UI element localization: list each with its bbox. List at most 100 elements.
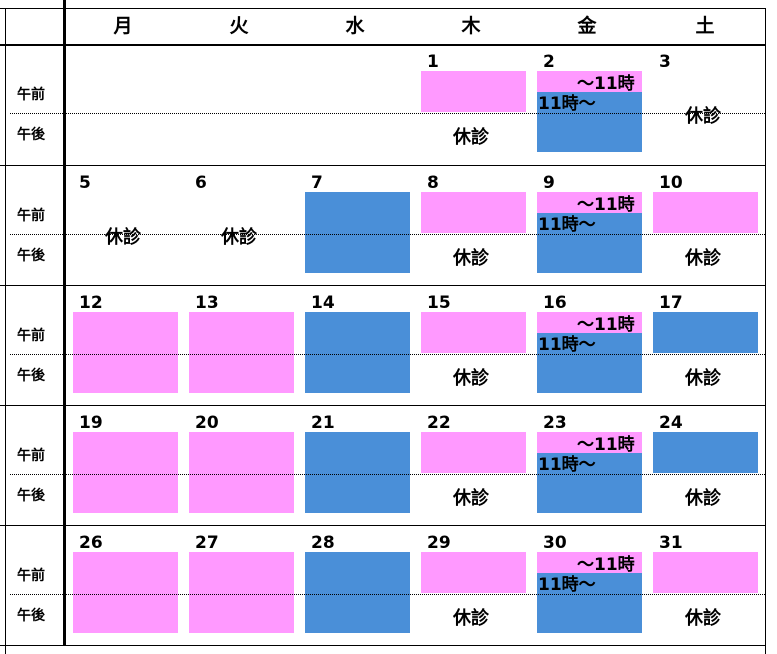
period-label-am: 午前 — [17, 568, 45, 584]
date-number: 9 — [543, 173, 555, 193]
am-slot-pink — [421, 312, 526, 353]
closed-label: 休診 — [105, 227, 141, 248]
grid-hline — [0, 44, 766, 46]
closed-label: 休診 — [685, 608, 721, 629]
closed-label: 休診 — [685, 488, 721, 509]
am-slot-pink — [653, 192, 758, 233]
closed-label: 休診 — [453, 368, 489, 389]
am-slot-pink — [537, 312, 642, 333]
pm-slot-blue — [537, 333, 642, 393]
date-number: 23 — [543, 413, 567, 433]
period-label-pm: 午後 — [17, 368, 45, 384]
date-number: 8 — [427, 173, 439, 193]
pm-slot-blue — [537, 573, 642, 633]
am-pm-divider — [10, 474, 765, 475]
period-label-am: 午前 — [17, 328, 45, 344]
period-label-pm: 午後 — [17, 488, 45, 504]
date-number: 1 — [427, 52, 439, 72]
am-slot-pink — [73, 552, 178, 633]
date-number: 10 — [659, 173, 683, 193]
closed-label: 休診 — [453, 608, 489, 629]
am-slot-pink — [537, 432, 642, 453]
am-slot-pink — [421, 192, 526, 233]
closed-label: 休診 — [221, 227, 257, 248]
grid-hline — [0, 405, 766, 406]
date-number: 24 — [659, 413, 683, 433]
until-11-label: ～11時 — [577, 435, 635, 455]
am-slot-pink — [537, 71, 642, 92]
am-pm-divider — [10, 113, 765, 114]
date-number: 26 — [79, 533, 103, 553]
am-pm-divider — [10, 354, 765, 355]
day-header: 土 — [695, 15, 715, 37]
am-slot-pink — [537, 192, 642, 213]
am-slot-blue — [653, 312, 758, 353]
am-slot-pink — [653, 552, 758, 593]
am-slot-pink — [421, 552, 526, 593]
period-label-am: 午前 — [17, 87, 45, 103]
from-11-label: 11時～ — [538, 335, 596, 355]
grid-hline — [0, 645, 766, 646]
period-label-pm: 午後 — [17, 608, 45, 624]
until-11-label: ～11時 — [577, 555, 635, 575]
date-number: 15 — [427, 293, 451, 313]
pm-slot-blue — [537, 453, 642, 513]
from-11-label: 11時～ — [538, 215, 596, 235]
date-number: 12 — [79, 293, 103, 313]
am-pm-divider — [10, 234, 765, 235]
am-pm-divider — [10, 594, 765, 595]
closed-label: 休診 — [685, 106, 721, 127]
closed-label: 休診 — [453, 488, 489, 509]
pm-slot-blue — [537, 213, 642, 273]
date-number: 7 — [311, 173, 323, 193]
from-11-label: 11時～ — [538, 94, 596, 114]
grid-vline-right — [765, 8, 766, 654]
until-11-label: ～11時 — [577, 74, 635, 94]
date-number: 14 — [311, 293, 335, 313]
date-number: 13 — [195, 293, 219, 313]
am-slot-blue — [305, 432, 410, 513]
date-number: 28 — [311, 533, 335, 553]
am-slot-pink — [189, 552, 294, 633]
period-label-am: 午前 — [17, 448, 45, 464]
date-number: 3 — [659, 52, 671, 72]
from-11-label: 11時～ — [538, 575, 596, 595]
until-11-label: ～11時 — [577, 315, 635, 335]
am-slot-pink — [537, 552, 642, 573]
am-slot-pink — [421, 71, 526, 112]
am-slot-pink — [189, 432, 294, 513]
grid-vline-header — [63, 0, 66, 646]
am-slot-pink — [421, 432, 526, 473]
pm-slot-blue — [537, 92, 642, 152]
day-header: 木 — [461, 15, 481, 37]
am-slot-pink — [73, 312, 178, 393]
am-slot-blue — [305, 552, 410, 633]
closed-label: 休診 — [453, 248, 489, 269]
closed-label: 休診 — [685, 248, 721, 269]
grid-hline — [0, 165, 766, 166]
date-number: 30 — [543, 533, 567, 553]
am-slot-blue — [305, 312, 410, 393]
until-11-label: ～11時 — [577, 195, 635, 215]
date-number: 27 — [195, 533, 219, 553]
date-number: 17 — [659, 293, 683, 313]
grid-hline — [0, 8, 766, 9]
closed-label: 休診 — [453, 127, 489, 148]
period-label-pm: 午後 — [17, 248, 45, 264]
from-11-label: 11時～ — [538, 455, 596, 475]
date-number: 22 — [427, 413, 451, 433]
am-slot-pink — [73, 432, 178, 513]
period-label-am: 午前 — [17, 208, 45, 224]
date-number: 6 — [195, 173, 207, 193]
date-number: 31 — [659, 533, 683, 553]
am-slot-blue — [305, 192, 410, 273]
grid-hline — [0, 525, 766, 526]
date-number: 29 — [427, 533, 451, 553]
day-header: 金 — [577, 15, 597, 37]
date-number: 5 — [79, 173, 91, 193]
grid-vline-left — [5, 8, 6, 654]
date-number: 19 — [79, 413, 103, 433]
date-number: 21 — [311, 413, 335, 433]
period-label-pm: 午後 — [17, 127, 45, 143]
